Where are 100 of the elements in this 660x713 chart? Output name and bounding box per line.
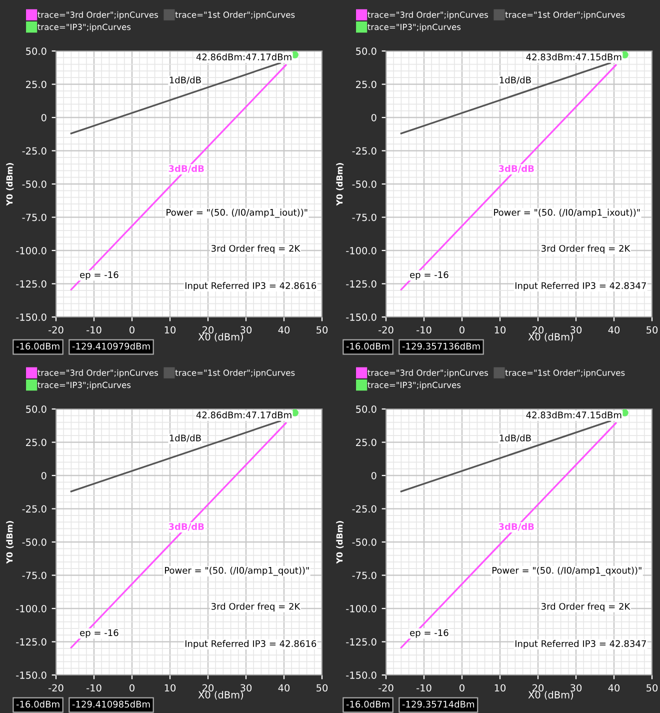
legend-label: trace="IP3";ipnCurves [38, 24, 131, 32]
y-tick-label: 50.0 [26, 405, 46, 413]
annotation: Power = "(50. (/I0/amp1_qout))" [165, 566, 309, 576]
annotation: ep = -16 [410, 271, 448, 280]
y-axis-title: Y0 (dBm) [336, 163, 344, 206]
y-tick-label: -100.0 [16, 604, 46, 612]
x-tick-label: -10 [86, 684, 102, 692]
y-tick-label: -25.0 [352, 505, 376, 513]
y-tick-label: -50.0 [22, 538, 46, 546]
y-tick-label: -75.0 [352, 214, 376, 222]
legend-label: trace="1st Order";ipnCurves [505, 369, 625, 378]
annotation: 3rd Order freq = 2K [542, 602, 630, 612]
y-tick-label: -150.0 [346, 671, 376, 679]
legend-label: trace="IP3";ipnCurves [368, 382, 461, 390]
text: -129.35714dBm [402, 700, 474, 708]
annotation: 3dB/dB [168, 165, 204, 173]
y-tick-label: -150.0 [16, 313, 46, 321]
legend-label: trace="IP3";ipnCurves [368, 24, 461, 32]
y-tick-label: -50.0 [22, 180, 46, 188]
y-tick-label: 25.0 [356, 438, 376, 446]
y-axis-title: Y0 (dBm) [336, 521, 344, 564]
x-tick-label: 0 [460, 326, 464, 334]
text: -129.357136dBm [402, 342, 480, 350]
annotation: Input Referred IP3 = 42.8347 [515, 640, 646, 649]
y-tick-label: -50.0 [352, 538, 376, 546]
x-axis-title: X0 (dBm) [198, 332, 243, 342]
x-tick-label: 0 [130, 684, 134, 692]
legend-label: trace="1st Order";ipnCurves [175, 11, 295, 20]
x-tick-label: 10 [494, 326, 506, 334]
text: -16.0dBm [16, 342, 60, 350]
x-tick-label: -20 [48, 684, 64, 692]
x-tick-label: 30 [240, 326, 252, 334]
text: -129.410985dBm [72, 700, 150, 708]
x-tick-label: 40 [278, 684, 290, 692]
annotation: 42.83dBm:47.15dBm [526, 411, 622, 418]
annotation: Input Referred IP3 = 42.8616 [185, 640, 316, 649]
annotation: 1dB/dB [500, 434, 531, 442]
x-axis-title: X0 (dBm) [528, 332, 573, 342]
x-tick-label: -20 [378, 684, 394, 692]
y-tick-label: -150.0 [346, 313, 376, 321]
legend-label: trace="3rd Order";ipnCurves [38, 369, 158, 378]
y-tick-label: 50.0 [356, 47, 376, 55]
annotation: ep = -16 [80, 271, 118, 280]
annotation: Input Referred IP3 = 42.8347 [515, 282, 646, 291]
x-tick-label: 40 [608, 684, 620, 692]
annotation: 42.86dBm:47.17dBm [196, 53, 292, 60]
y-tick-label: -125.0 [346, 638, 376, 646]
legend-label: trace="3rd Order";ipnCurves [368, 369, 488, 378]
annotation: 42.86dBm:47.17dBm [196, 411, 292, 418]
y-tick-label: -75.0 [22, 572, 46, 580]
annotation: 42.83dBm:47.15dBm [526, 53, 622, 60]
annotation: 3rd Order freq = 2K [542, 244, 630, 254]
y-tick-label: -150.0 [16, 671, 46, 679]
x-tick-label: 10 [164, 684, 176, 692]
text: -129.410979dBm [72, 342, 150, 350]
x-tick-label: 30 [570, 326, 582, 334]
y-tick-label: -100.0 [346, 604, 376, 612]
legend-label: trace="1st Order";ipnCurves [505, 11, 625, 20]
x-tick-label: -10 [416, 684, 432, 692]
y-tick-label: -25.0 [22, 505, 46, 513]
annotation: 1dB/dB [500, 76, 531, 84]
y-tick-label: -75.0 [22, 214, 46, 222]
x-tick-label: -10 [86, 326, 102, 334]
annotation: Input Referred IP3 = 42.8616 [185, 282, 316, 291]
y-tick-label: -50.0 [352, 180, 376, 188]
x-tick-label: 20 [202, 684, 214, 692]
x-axis-title: X0 (dBm) [198, 690, 243, 700]
x-tick-label: 50 [646, 684, 658, 692]
text: -16.0dBm [16, 700, 60, 708]
x-tick-label: 40 [278, 326, 290, 334]
x-axis-title: X0 (dBm) [528, 690, 573, 700]
y-tick-label: 50.0 [26, 47, 46, 55]
text: -16.0dBm [346, 342, 390, 350]
y-tick-label: 0 [371, 472, 376, 480]
annotation: 1dB/dB [170, 76, 201, 84]
y-tick-label: -25.0 [352, 147, 376, 155]
legend-label: trace="1st Order";ipnCurves [175, 369, 295, 378]
x-tick-label: 50 [646, 326, 658, 334]
x-tick-label: 20 [202, 326, 214, 334]
y-tick-label: -125.0 [16, 280, 46, 288]
x-tick-label: 40 [608, 326, 620, 334]
y-tick-label: 25.0 [26, 438, 46, 446]
text: -16.0dBm [346, 700, 390, 708]
y-tick-label: -100.0 [346, 246, 376, 254]
legend-label: trace="3rd Order";ipnCurves [368, 11, 488, 20]
y-tick-label: -100.0 [16, 246, 46, 254]
x-tick-label: 50 [316, 684, 328, 692]
y-tick-label: 25.0 [356, 80, 376, 88]
annotation: ep = -16 [410, 629, 448, 638]
legend-label: trace="3rd Order";ipnCurves [38, 11, 158, 20]
x-tick-label: 10 [164, 326, 176, 334]
annotation: 3dB/dB [498, 523, 534, 531]
x-tick-label: 20 [532, 684, 544, 692]
x-tick-label: -10 [416, 326, 432, 334]
x-tick-label: 20 [532, 326, 544, 334]
annotation: 3dB/dB [498, 165, 534, 173]
y-tick-label: 0 [41, 114, 46, 122]
y-tick-label: -75.0 [352, 572, 376, 580]
legend-label: trace="IP3";ipnCurves [38, 382, 131, 390]
y-axis-title: Y0 (dBm) [6, 163, 14, 206]
